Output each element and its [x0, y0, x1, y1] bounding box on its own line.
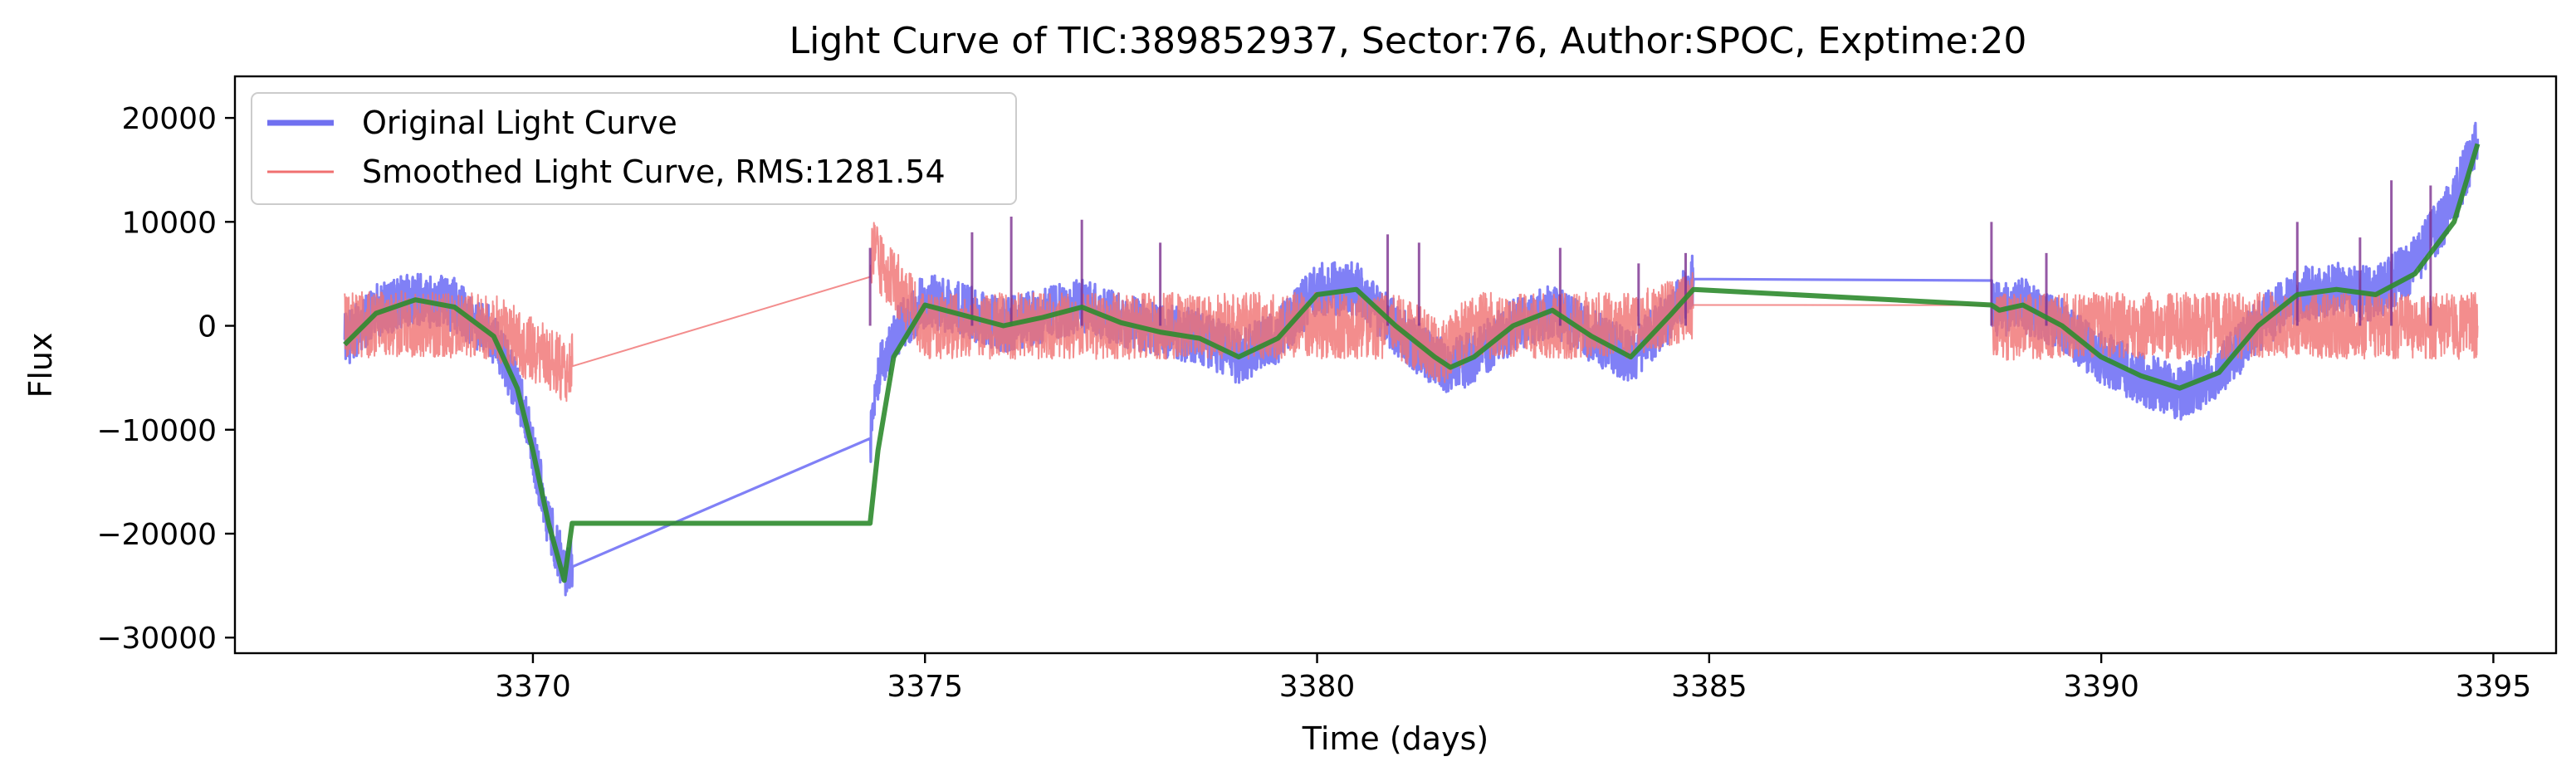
- y-tick-label--10000: −10000: [96, 414, 217, 448]
- series-layer: [343, 121, 2481, 597]
- plot-area: [233, 75, 2558, 655]
- y-axis: −30000 −20000 −10000 0 10000 20000: [96, 102, 235, 656]
- x-tick-label-3395: 3395: [2456, 670, 2532, 704]
- y-tick-label--30000: −30000: [96, 622, 217, 656]
- y-tick-label--20000: −20000: [96, 518, 217, 552]
- y-tick-label-10000: 10000: [121, 206, 217, 240]
- x-tick-label-3385: 3385: [1671, 670, 1747, 704]
- plot-frame: [233, 75, 2558, 655]
- series-line-1: [344, 222, 2479, 403]
- x-tick-label-3375: 3375: [887, 670, 963, 704]
- legend: Original Light Curve Smoothed Light Curv…: [251, 92, 1017, 205]
- legend-label-original: Original Light Curve: [362, 105, 677, 141]
- legend-box: [251, 92, 1017, 205]
- y-tick-label-0: 0: [198, 310, 217, 344]
- legend-label-smoothed: Smoothed Light Curve, RMS:1281.54: [362, 154, 946, 190]
- y-axis-label: Flux: [22, 333, 59, 398]
- x-axis-label: Time (days): [1302, 720, 1488, 757]
- y-tick-label-20000: 20000: [121, 102, 217, 136]
- x-tick-label-3380: 3380: [1279, 670, 1356, 704]
- series-line-2: [343, 143, 2481, 583]
- chart-title: Light Curve of TIC:389852937, Sector:76,…: [789, 20, 2027, 62]
- x-axis: 3370 3375 3380 3385 3390 3395: [495, 653, 2531, 704]
- x-tick-label-3370: 3370: [495, 670, 571, 704]
- x-tick-label-3390: 3390: [2063, 670, 2139, 704]
